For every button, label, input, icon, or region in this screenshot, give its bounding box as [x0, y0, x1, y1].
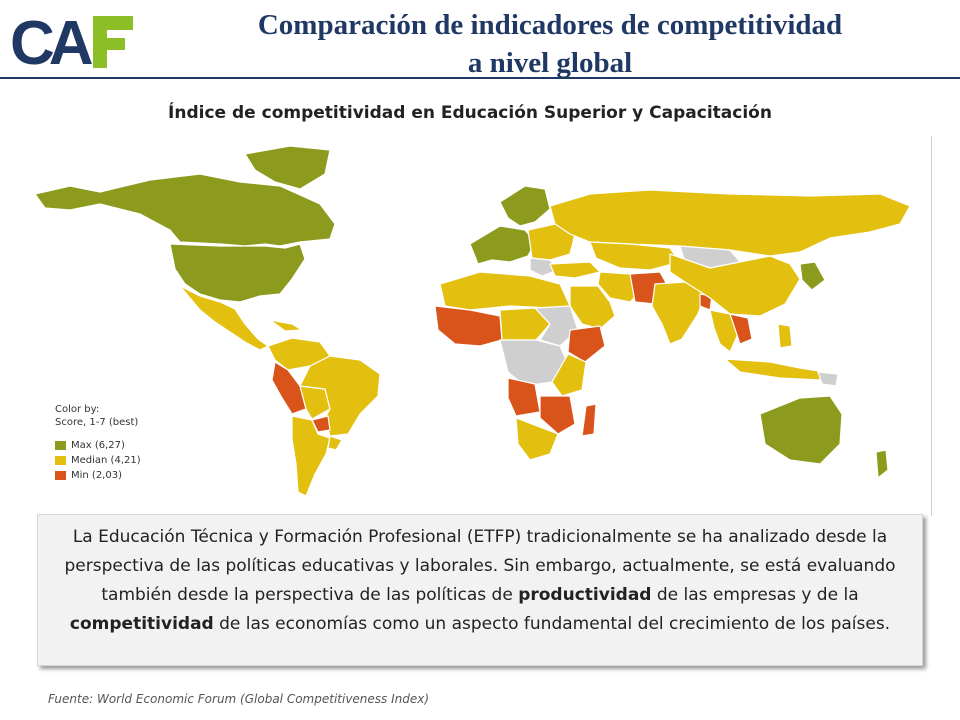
map-caribbean	[269, 319, 303, 332]
map-north-africa	[439, 271, 571, 311]
description-box: La Educación Técnica y Formación Profesi…	[37, 514, 923, 666]
description-text-2: de las empresas y de la	[651, 585, 859, 605]
map-title: Índice de competitividad en Educación Su…	[168, 103, 772, 123]
map-greenland	[244, 145, 331, 190]
map-legend: Color by: Score, 1-7 (best) Max (6,27) M…	[55, 403, 141, 482]
map-scandinavia	[499, 185, 551, 227]
map-western-europe	[469, 225, 536, 265]
map-sahel	[499, 307, 551, 341]
map-madagascar	[581, 403, 597, 437]
map-argentina-chile	[291, 415, 331, 497]
caf-logo: CA	[10, 10, 133, 68]
world-map	[34, 145, 911, 497]
map-turkey	[549, 261, 601, 279]
title-divider	[0, 77, 960, 79]
map-korea-japan	[799, 261, 826, 291]
map-philippines	[777, 323, 793, 349]
map-angola	[507, 377, 541, 417]
description-text-3: de las economías como un aspecto fundame…	[213, 614, 891, 634]
map-horn-africa	[567, 325, 606, 363]
title-line-1: Comparación de indicadores de competitiv…	[257, 9, 843, 41]
map-uruguay	[327, 435, 343, 451]
map-south-africa	[515, 417, 559, 461]
legend-label-median: Median (4,21)	[71, 455, 141, 466]
legend-label-max: Max (6,27)	[71, 440, 125, 451]
description-text-1: La Educación Técnica y Formación Profesi…	[64, 527, 896, 605]
map-png	[817, 371, 839, 387]
map-india	[651, 281, 706, 345]
legend-swatch-max	[55, 441, 66, 450]
description-bold-competitividad: competitividad	[69, 614, 214, 634]
map-southeast-africa	[539, 395, 576, 435]
map-kazakhstan	[589, 241, 681, 271]
legend-heading: Color by:	[55, 404, 100, 415]
map-balkans	[529, 257, 559, 277]
legend-subheading: Score, 1-7 (best)	[55, 417, 139, 428]
map-indochina	[729, 313, 753, 345]
map-australia	[759, 395, 843, 465]
map-arabia	[569, 285, 616, 330]
source-note: Fuente: World Economic Forum (Global Com…	[48, 692, 430, 706]
legend-item-min: Min (2,03)	[55, 469, 141, 482]
map-frame-line	[931, 136, 932, 516]
map-usa	[169, 243, 306, 303]
map-west-africa	[434, 305, 503, 347]
legend-item-median: Median (4,21)	[55, 454, 141, 467]
page-title: Comparación de indicadores de competitiv…	[150, 6, 950, 82]
map-brazil	[299, 355, 381, 437]
map-canada	[34, 173, 336, 247]
logo-f-mid	[93, 38, 125, 50]
map-east-africa	[551, 353, 587, 397]
legend-label-min: Min (2,03)	[71, 470, 122, 481]
logo-ca: CA	[10, 10, 93, 68]
title-line-2: a nivel global	[467, 47, 633, 79]
map-peru-ecuador	[271, 361, 307, 415]
legend-swatch-min	[55, 471, 66, 480]
legend-swatch-median	[55, 456, 66, 465]
legend-item-max: Max (6,27)	[55, 439, 141, 452]
description-bold-productividad: productividad	[518, 585, 652, 605]
map-indonesia	[724, 358, 826, 381]
map-new-zealand	[875, 449, 889, 479]
map-china	[669, 253, 801, 317]
